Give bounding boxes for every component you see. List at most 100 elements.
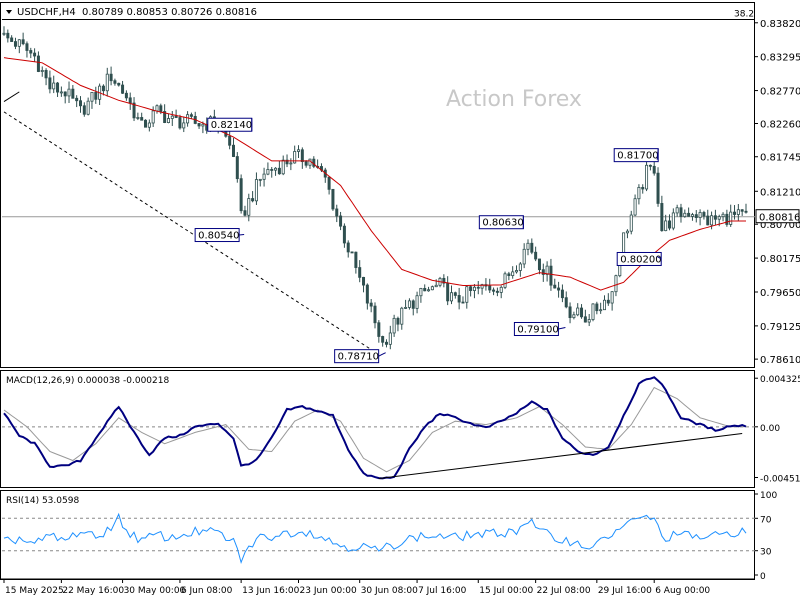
- candle-body: [660, 203, 664, 232]
- candle-body: [59, 91, 63, 94]
- candle-body: [404, 307, 408, 309]
- candle-body: [652, 165, 656, 174]
- candle-body: [583, 316, 587, 323]
- pane-frame-3: [0, 490, 755, 580]
- candle-body: [33, 52, 37, 57]
- candle-body: [44, 70, 48, 79]
- candle-body: [67, 88, 71, 97]
- candle-body: [534, 251, 538, 260]
- candle-body: [293, 151, 297, 164]
- candle-body: [629, 214, 633, 232]
- candle-body: [457, 295, 461, 303]
- candle-body: [327, 176, 331, 190]
- fib-level-label: 38.2: [734, 10, 754, 20]
- time-tick-label: 23 Jun 00:00: [300, 586, 357, 596]
- candle-body: [258, 178, 262, 181]
- price-tick-label: 0.81210: [760, 187, 800, 198]
- candle-body: [602, 299, 606, 311]
- price-label-connector: [558, 327, 566, 330]
- macd-trendline: [378, 433, 743, 480]
- price-label-connector: [378, 352, 386, 357]
- candle-body: [396, 317, 400, 325]
- time-tick-label: 30 Jun 08:00: [361, 586, 418, 596]
- candle-body: [419, 287, 423, 297]
- candle-body: [606, 299, 610, 304]
- candle-body: [52, 82, 56, 90]
- candle-body: [530, 242, 534, 253]
- candle-body: [591, 303, 595, 320]
- candle-body: [557, 287, 561, 291]
- chart-symbol: USDCHF,H4: [17, 7, 76, 18]
- candle-body: [247, 198, 251, 216]
- candle-body: [159, 105, 163, 112]
- candle-body: [384, 341, 388, 345]
- macd-signal-line: [3, 386, 746, 473]
- candle-body: [113, 80, 117, 84]
- rsi-tick-label: 0: [760, 572, 766, 582]
- candle-body: [515, 270, 519, 273]
- price-label-text: 0.80200: [620, 254, 661, 265]
- candle-body: [744, 210, 748, 213]
- candle-body: [285, 159, 289, 165]
- candle-body: [109, 73, 113, 82]
- candle-body: [166, 118, 170, 123]
- candle-body: [251, 198, 255, 202]
- candle-body: [560, 289, 564, 299]
- candle-body: [641, 187, 645, 190]
- candle-body: [469, 286, 473, 291]
- candle-body: [197, 123, 201, 127]
- price-label-connector: [656, 148, 659, 160]
- candle-body: [645, 164, 649, 190]
- price-trendline: [3, 111, 376, 353]
- candle-body: [449, 292, 453, 302]
- candle-body: [518, 263, 522, 271]
- price-tick-label: 0.80175: [760, 254, 800, 265]
- candle-body: [480, 284, 484, 289]
- candle-body: [239, 178, 243, 212]
- candle-body: [648, 164, 652, 167]
- candle-body: [411, 300, 415, 309]
- candle-body: [94, 92, 98, 100]
- candle-body: [407, 300, 411, 308]
- price-label-text: 0.82140: [211, 120, 252, 131]
- candle-body: [235, 156, 239, 180]
- candle-body: [56, 82, 60, 93]
- candle-body: [381, 336, 385, 343]
- candle-body: [488, 285, 492, 291]
- price-tick-label: 0.78610: [760, 355, 800, 366]
- macd-tick-label: 0.004325: [760, 375, 800, 385]
- time-tick-label: 13 Jun 16:00: [242, 586, 299, 596]
- candle-body: [6, 32, 10, 39]
- candle-body: [71, 88, 75, 99]
- candle-body: [17, 39, 21, 47]
- candle-body: [350, 251, 354, 254]
- candle-body: [453, 292, 457, 296]
- candle-body: [388, 332, 392, 345]
- time-tick-label: 29 Jul 16:00: [598, 586, 652, 596]
- macd-tick-label: 0.00: [760, 424, 780, 434]
- candle-body: [568, 306, 572, 319]
- candle-body: [101, 85, 105, 92]
- candle-body: [266, 169, 270, 175]
- pane-frame-1: [0, 2, 755, 368]
- candle-body: [503, 273, 507, 288]
- candle-body: [174, 115, 178, 118]
- candle-body: [446, 282, 450, 302]
- candle-body: [415, 295, 419, 309]
- candle-body: [163, 111, 167, 123]
- candle-body: [687, 212, 691, 217]
- candle-body: [507, 273, 511, 277]
- candle-body: [564, 297, 568, 308]
- time-tick-label: 6 Jun 08:00: [181, 586, 233, 596]
- candle-body: [427, 289, 431, 292]
- price-label-text: 0.81700: [617, 151, 658, 162]
- candle-body: [243, 210, 247, 216]
- pane-frame-2: [0, 370, 755, 488]
- candle-body: [369, 302, 373, 307]
- candle-body: [121, 84, 125, 94]
- candle-body: [683, 212, 687, 217]
- candle-body: [90, 92, 94, 102]
- candle-body: [671, 212, 675, 229]
